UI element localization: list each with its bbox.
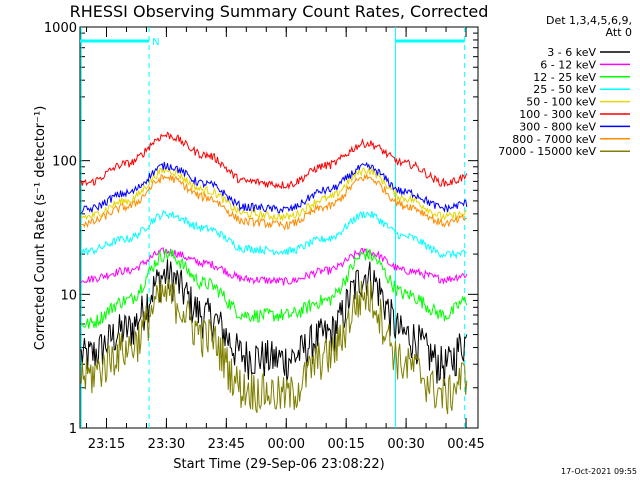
series-line-3 [80,248,468,329]
y-tick-label: 1000 [44,21,77,36]
x-tick-label: 23:15 [88,437,125,452]
y-tick-label: 100 [52,155,77,170]
y-axis-label: Corrected Count Rate (s⁻¹ detector⁻¹) [33,106,48,351]
series-line-2 [80,247,468,286]
series-line-5 [80,166,467,222]
series-line-7 [80,161,468,214]
legend-entry-label: 50 - 100 keV [526,96,596,109]
legend-entry-label: 25 - 50 keV [533,83,596,96]
x-tick-label: 23:30 [148,437,185,452]
plot-area: 1 10 100 1000 23:15 23:30 23:45 00:00 00:15 00:30… [44,21,485,452]
x-tick-label: 00:15 [327,437,364,452]
series-line-6 [80,131,468,190]
legend-entry-label: 12 - 25 keV [533,71,596,84]
legend-entry-label: 3 - 6 keV [547,46,596,59]
flag-label: N [152,37,159,48]
legend-entry-label: 6 - 12 keV [540,58,596,71]
legend-entry-label: 300 - 800 keV [519,120,596,133]
series-line-9 [80,278,468,415]
y-tick-label: 10 [60,288,77,303]
legend-entry-label: 100 - 300 keV [519,108,596,121]
series-line-4 [80,209,467,260]
legend-header: Att 0 [606,26,632,39]
x-axis-label: Start Time (29-Sep-06 23:08:22) [173,457,384,472]
x-tick-label: 00:45 [447,437,484,452]
flag-bar [395,39,465,43]
generated-timestamp: 17-Oct-2021 09:55 [561,467,637,476]
x-tick-label: 23:45 [208,437,245,452]
x-tick-label: 00:30 [387,437,424,452]
plot-frame [79,26,479,429]
chart-title: RHESSI Observing Summary Count Rates, Co… [70,2,489,21]
legend-entry-label: 800 - 7000 keV [512,133,596,146]
y-tick-label: 1 [69,422,77,437]
series-group [80,131,468,415]
legend-entry-label: 7000 - 15000 keV [498,145,596,158]
legend-header: Det 1,3,4,5,6,9, [546,14,632,27]
flag-bar [80,39,150,43]
x-tick-label: 00:00 [268,437,305,452]
series-line-8 [81,173,467,231]
